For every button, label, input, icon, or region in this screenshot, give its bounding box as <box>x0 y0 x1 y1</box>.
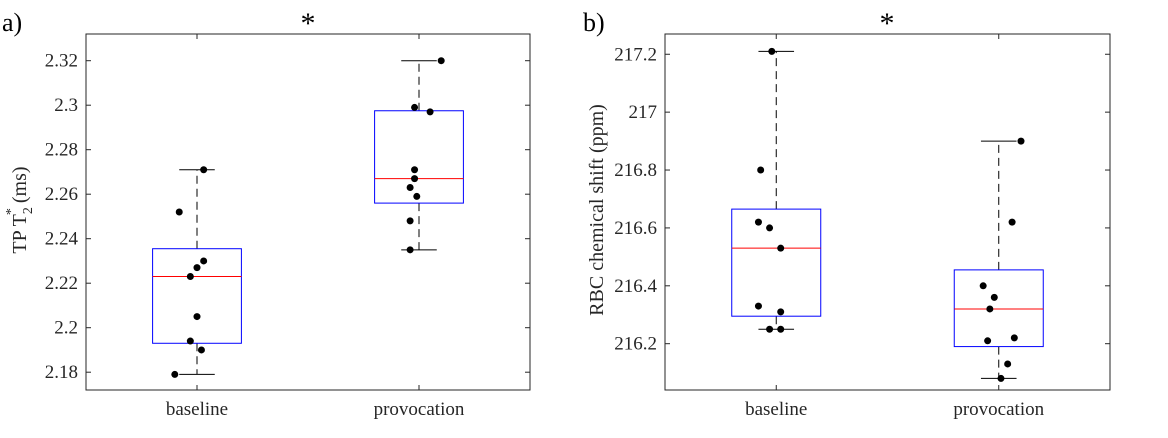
panel-b-ytick-label: 216.4 <box>614 276 657 297</box>
panel-a-ytick-label: 2.26 <box>45 184 78 205</box>
panel-a-xtick-label-provocation: provocation <box>374 399 465 420</box>
panel-a-baseline-data-point <box>193 264 201 272</box>
panel-a-provocation-data-point <box>406 184 414 192</box>
panel-b-baseline-data-point <box>757 166 765 174</box>
panel-a-label: a) <box>2 8 22 37</box>
panel-b-significance-marker: * <box>880 7 895 40</box>
panel-a-y-axis-title-units: (ms) <box>9 166 31 208</box>
panel-b-provocation-data-point <box>1004 360 1012 368</box>
panel-b-baseline-data-point <box>777 325 785 333</box>
panel-b-ytick-label: 216.2 <box>614 334 657 355</box>
panel-a-plot: 2.18 2.2 2.22 2.24 2.26 2.28 2.3 2.32 baseline pr… <box>45 33 531 420</box>
panel-b-xtick-label-provocation: provocation <box>953 399 1044 420</box>
panel-a-axes-frame <box>85 33 531 391</box>
panel-a-significance-marker: * <box>301 7 316 40</box>
panel-b-provocation-data-point <box>1017 137 1025 145</box>
panel-b-provocation-data-point <box>984 337 992 345</box>
panel-a-ytick-label: 2.2 <box>54 318 78 339</box>
panel-a-provocation-data-point <box>411 175 419 183</box>
panel-a-provocation-data-point <box>411 166 419 174</box>
panel-b-xtick-label-baseline: baseline <box>745 399 807 420</box>
panel-b-baseline-data-point <box>768 47 776 55</box>
panel-a-baseline-data-point <box>200 166 208 174</box>
panel-a-provocation-data-point <box>406 246 414 254</box>
panel-a-ytick-label: 2.24 <box>45 229 79 250</box>
panel-a-ytick-label: 2.18 <box>45 362 78 383</box>
panel-a-ytick-label: 2.3 <box>54 95 78 116</box>
panel-a-provocation-data-point <box>413 192 421 200</box>
panel-a-provocation-box <box>374 110 464 204</box>
panel-a-ytick-label: 2.32 <box>45 51 78 72</box>
panel-b-plot: 216.2 216.4 216.6 216.8 217 217.2 baseline prov… <box>614 33 1111 420</box>
panel-a-baseline-data-point <box>175 208 183 216</box>
panel-a-baseline-box <box>152 248 242 344</box>
panel-a-baseline-data-point <box>193 313 201 321</box>
panel-a-ytick-label: 2.28 <box>45 140 78 161</box>
panel-a-baseline-data-point <box>200 257 208 265</box>
panel-b-provocation-data-point <box>1010 334 1018 342</box>
panel-b-axes-frame <box>664 33 1111 391</box>
panel-a-y-axis-title-subscript: 2 <box>21 207 36 214</box>
panel-b-baseline-data-point <box>777 308 785 316</box>
panel-b: b) * RBC chemical shift (ppm) 216.2 216.4… <box>583 7 1111 420</box>
panel-a-baseline-data-point <box>197 346 205 354</box>
panel-a-provocation-data-point <box>437 57 445 65</box>
panel-b-ytick-label: 216.8 <box>614 160 657 181</box>
panel-b-provocation-data-point <box>979 282 987 290</box>
panel-b-baseline-data-point <box>754 302 762 310</box>
panel-b-provocation-data-point <box>997 374 1005 382</box>
panel-b-provocation-data-point <box>990 293 998 301</box>
panel-b-label: b) <box>583 8 605 37</box>
panel-a: a) * TP T2* (ms) 2.182.22.222.242.262.28… <box>2 7 531 420</box>
panel-b-provocation-box <box>953 269 1044 348</box>
panel-b-baseline-data-point <box>766 325 774 333</box>
panel-b-provocation-data-point <box>986 305 994 313</box>
panel-b-provocation-data-point <box>1008 218 1016 226</box>
panel-b-baseline-data-point <box>777 244 785 252</box>
panel-b-ytick-label: 217 <box>629 102 658 123</box>
panel-b-y-axis-title: RBC chemical shift (ppm) <box>586 104 608 316</box>
panel-b-baseline-data-point <box>766 224 774 232</box>
panel-a-baseline-data-point <box>171 370 179 378</box>
panel-b-ytick-label: 216.6 <box>614 218 657 239</box>
panel-b-ytick-label: 217.2 <box>614 44 657 65</box>
panel-b-baseline-box <box>731 208 822 317</box>
panel-a-provocation-data-point <box>426 108 434 116</box>
panel-a-baseline-data-point <box>186 337 194 345</box>
panel-a-baseline-data-point <box>186 273 194 281</box>
panel-a-xtick-label-baseline: baseline <box>166 399 228 420</box>
panel-a-y-axis-title: TP T2* (ms) <box>4 166 36 253</box>
panel-a-provocation-data-point <box>411 103 419 111</box>
panel-a-y-axis-title-main: TP T <box>9 214 31 253</box>
panel-a-provocation-data-point <box>406 217 414 225</box>
panel-a-ytick-label: 2.22 <box>45 273 78 294</box>
panel-b-baseline-data-point <box>754 218 762 226</box>
panel-a-y-axis-title-superscript: * <box>4 208 19 215</box>
